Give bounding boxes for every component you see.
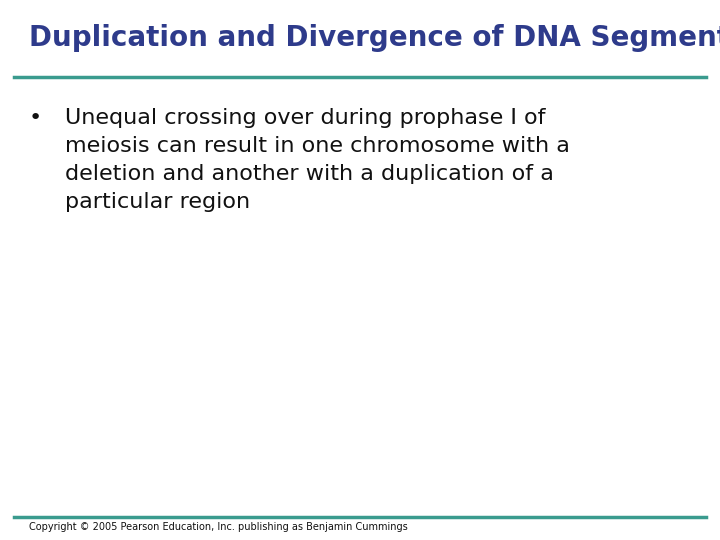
Text: Duplication and Divergence of DNA Segments: Duplication and Divergence of DNA Segmen… bbox=[29, 24, 720, 52]
Text: •: • bbox=[29, 108, 42, 128]
Text: Unequal crossing over during prophase I of
meiosis can result in one chromosome : Unequal crossing over during prophase I … bbox=[65, 108, 570, 212]
Text: Copyright © 2005 Pearson Education, Inc. publishing as Benjamin Cummings: Copyright © 2005 Pearson Education, Inc.… bbox=[29, 522, 408, 532]
